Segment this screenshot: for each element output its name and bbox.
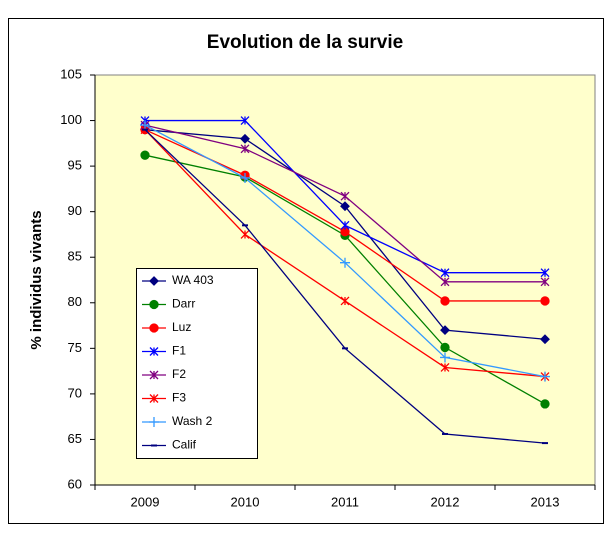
marker (340, 220, 350, 230)
x-tick-label: 2009 (131, 494, 160, 509)
y-tick-label: 70 (68, 385, 82, 400)
marker (140, 150, 150, 160)
marker (149, 370, 159, 380)
marker (540, 268, 550, 278)
legend-label: F1 (172, 344, 186, 358)
y-tick-label: 90 (68, 203, 82, 218)
y-tick-label: 65 (68, 431, 82, 446)
x-tick-label: 2011 (331, 494, 359, 509)
marker (149, 394, 159, 403)
marker (149, 323, 159, 333)
x-tick-label: 2013 (531, 494, 560, 509)
marker (540, 334, 550, 345)
marker (440, 325, 450, 336)
marker (440, 268, 450, 278)
marker (540, 277, 550, 287)
legend-label: Luz (172, 320, 191, 334)
marker (540, 371, 550, 382)
legend-label: Calif (172, 438, 197, 452)
marker (149, 417, 159, 427)
y-tick-label: 60 (68, 476, 82, 491)
legend-label: Wash 2 (172, 414, 213, 428)
legend-label: F3 (172, 391, 186, 405)
x-tick-label: 2010 (231, 494, 260, 509)
marker (240, 144, 250, 154)
legend-label: WA 403 (172, 273, 214, 287)
y-tick-label: 100 (60, 112, 82, 127)
x-tick-label: 2012 (431, 494, 460, 509)
legend-box (136, 268, 258, 459)
legend: WA 403 Darr Luz F1 F2 F3 Wash 2 Calif (136, 268, 258, 459)
y-tick-label: 75 (68, 340, 82, 355)
marker (540, 399, 550, 409)
marker (340, 296, 350, 306)
marker (149, 299, 159, 310)
marker (149, 347, 159, 356)
marker (340, 191, 350, 201)
legend-label: F2 (172, 367, 186, 381)
marker (140, 120, 150, 131)
marker (440, 296, 450, 306)
marker (240, 133, 250, 144)
marker (440, 342, 450, 353)
chart-title: Evolution de la survie (207, 32, 403, 53)
marker (440, 352, 450, 363)
marker (240, 229, 250, 239)
marker (440, 363, 450, 372)
marker (540, 296, 550, 306)
legend-label: Darr (172, 297, 195, 311)
marker (240, 172, 250, 183)
y-tick-label: 95 (68, 158, 82, 173)
y-tick-label: 80 (68, 294, 82, 309)
y-axis-label: % individus vivants (28, 210, 45, 349)
marker (240, 116, 250, 126)
marker (440, 277, 450, 287)
marker (149, 276, 159, 286)
y-tick-label: 105 (60, 66, 82, 81)
marker (340, 201, 350, 212)
y-tick-label: 85 (68, 249, 82, 264)
marker (340, 257, 350, 268)
